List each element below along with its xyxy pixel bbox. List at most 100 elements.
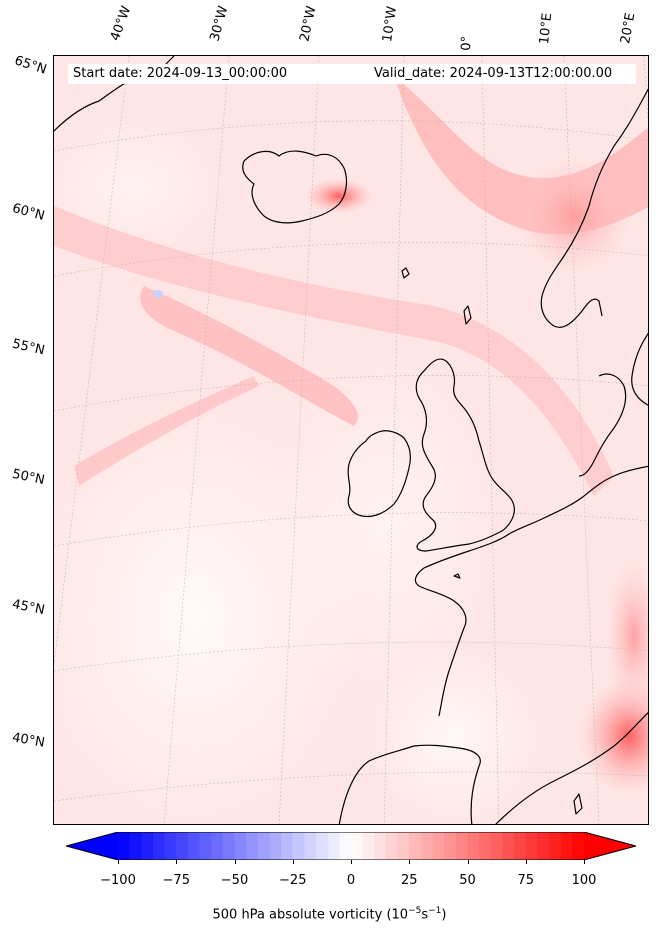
colorbar-tick-mark xyxy=(234,860,236,864)
colorbar-segment xyxy=(269,832,282,860)
lat-label-60n: 60°N xyxy=(10,201,47,224)
lon-label-10e: 10°E xyxy=(537,12,556,46)
colorbar-segment xyxy=(327,832,340,860)
colorbar xyxy=(66,832,636,860)
coastline-great-britain xyxy=(415,358,515,552)
lon-label-40w: 40°W xyxy=(107,4,135,43)
map-panel[interactable] xyxy=(53,55,649,825)
colorbar-segment xyxy=(292,832,305,860)
coastline-norway xyxy=(540,88,648,328)
colorbar-segment xyxy=(187,832,201,860)
colorbar-segment xyxy=(199,832,212,860)
colorbar-segment xyxy=(374,832,387,860)
lat-label-50n: 50°N xyxy=(10,466,46,489)
coastline-iberia xyxy=(338,744,481,824)
colorbar-tick-mark xyxy=(525,860,527,864)
colorbar-segment xyxy=(234,832,247,860)
lat-label-65n: 65°N xyxy=(12,53,49,78)
colorbar-tick-mark xyxy=(118,860,119,864)
colorbar-segment xyxy=(211,832,224,860)
colorbar-segment xyxy=(164,832,177,860)
colorbar-segment xyxy=(339,832,352,860)
colorbar-segment xyxy=(514,832,527,860)
colorbar-extend-max xyxy=(584,832,636,860)
colorbar-tick-label: 50 xyxy=(459,873,476,888)
lon-label-20e: 20°E xyxy=(618,11,639,45)
vorticity-streak-west xyxy=(74,376,259,486)
colorbar-label: 500 hPa absolute vorticity (10−5s−1) xyxy=(0,906,659,922)
coastline-corsica xyxy=(573,793,583,815)
colorbar-segment xyxy=(118,832,131,860)
colorbar-segment xyxy=(525,832,538,860)
coastline-ireland xyxy=(347,430,411,518)
lat-label-55n: 55°N xyxy=(10,336,47,359)
colorbar-segment xyxy=(281,832,294,860)
colorbar-tick-mark xyxy=(351,860,352,864)
colorbar-segment xyxy=(444,832,457,860)
colorbar-segment xyxy=(351,832,364,860)
colorbar-label-exp1: −5 xyxy=(408,906,422,916)
colorbar-tick-label: 0 xyxy=(346,873,356,888)
colorbar-segment xyxy=(152,832,166,860)
colorbar-segment xyxy=(420,832,434,860)
vorticity-band-diagonal xyxy=(54,206,614,496)
colorbar-tick-label: −50 xyxy=(220,873,249,888)
colorbar-segment xyxy=(129,832,142,860)
colorbar-tick-mark xyxy=(467,860,469,864)
colorbar-tick-label: −100 xyxy=(100,873,136,888)
vorticity-area-norway xyxy=(514,156,634,276)
colorbar-label-exp2: −1 xyxy=(428,906,442,916)
lon-label-20w: 20°W xyxy=(297,4,320,43)
start-date-label: Start date: 2024-09-13_00:00:00 xyxy=(73,66,288,81)
colorbar-extend-min xyxy=(66,832,118,860)
colorbar-tick-label: 25 xyxy=(400,873,418,888)
colorbar-tick-label: −25 xyxy=(279,873,307,888)
header-bar xyxy=(68,64,636,84)
vorticity-max-iceland xyxy=(304,178,374,214)
colorbar-segment xyxy=(490,832,503,860)
coastline-denmark xyxy=(578,373,627,477)
colorbar-segment xyxy=(560,832,573,860)
lon-label-0: 0° xyxy=(459,35,475,51)
coastline-iceland xyxy=(242,150,348,224)
coastline-faroe xyxy=(401,267,410,279)
colorbar-tick-mark xyxy=(584,860,585,864)
colorbar-label-text: 500 hPa absolute vorticity (10 xyxy=(212,907,409,923)
colorbar-tick-mark xyxy=(409,860,411,864)
colorbar-segment xyxy=(397,832,410,860)
vorticity-band-mid xyxy=(140,286,358,426)
coastline-sweden xyxy=(631,332,648,406)
colorbar-segment xyxy=(432,832,445,860)
coastline-shetland xyxy=(463,305,472,325)
colorbar-segment xyxy=(362,832,375,860)
colorbar-tick-mark xyxy=(292,860,294,864)
colorbar-segment xyxy=(176,832,189,860)
colorbar-segment xyxy=(549,832,562,860)
colorbar-segment xyxy=(222,832,235,860)
colorbar-tick-label: 75 xyxy=(517,873,535,888)
colorbar-tick-mark xyxy=(176,860,178,864)
colorbar-segment xyxy=(304,832,317,860)
coastline-channel-islands xyxy=(453,573,461,579)
lat-label-45n: 45°N xyxy=(10,597,46,618)
colorbar-segment xyxy=(467,832,480,860)
colorbar-segment xyxy=(479,832,492,860)
negative-vorticity-spot xyxy=(153,290,163,298)
colorbar-segment xyxy=(141,832,154,860)
vorticity-max-east xyxy=(604,556,648,716)
colorbar-segment xyxy=(455,832,468,860)
colorbar-tick-label: 100 xyxy=(571,873,597,888)
field-light-center xyxy=(264,346,504,706)
lat-label-40n: 40°N xyxy=(10,730,46,751)
colorbar-segments xyxy=(66,832,636,860)
colorbar-label-end: ) xyxy=(441,907,447,923)
colorbar-segment xyxy=(257,832,270,860)
colorbar-tick-label: −75 xyxy=(162,873,190,888)
field-light-south xyxy=(364,646,544,824)
colorbar-segment xyxy=(537,832,550,860)
vorticity-map xyxy=(54,56,648,824)
colorbar-label-unit: s xyxy=(421,907,429,923)
gridlines xyxy=(54,56,648,824)
field-light-north xyxy=(54,116,224,256)
lon-label-30w: 30°W xyxy=(207,4,232,43)
